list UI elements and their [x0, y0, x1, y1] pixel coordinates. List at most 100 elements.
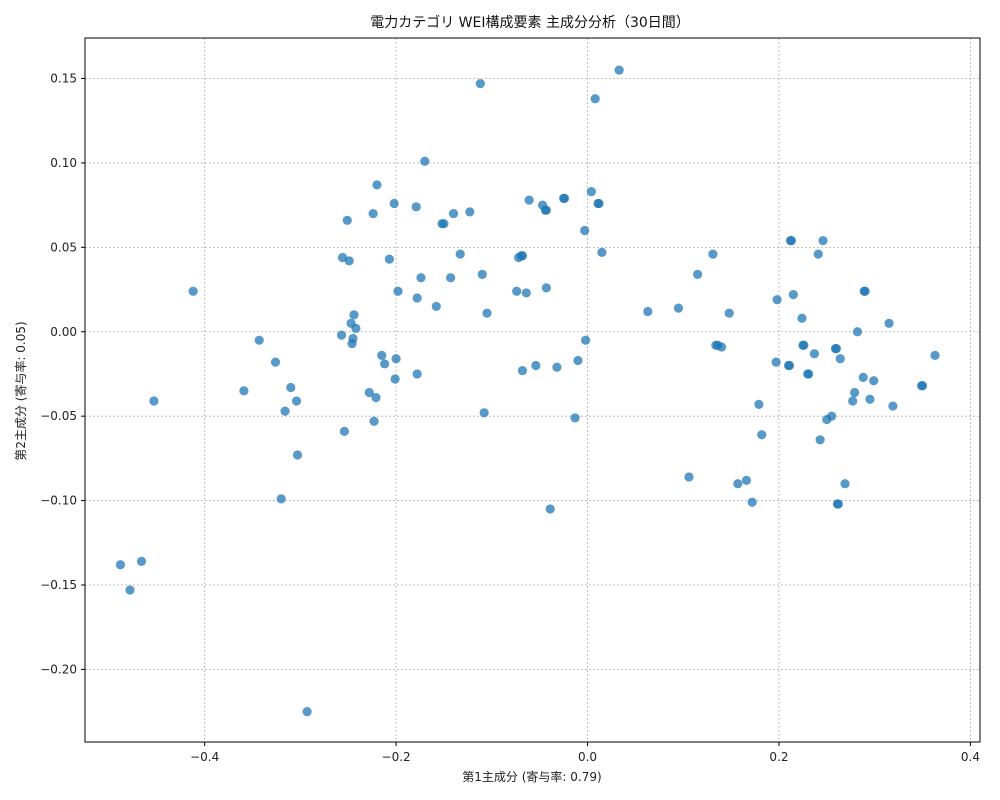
x-tick-label: −0.2: [382, 750, 411, 764]
scatter-point: [772, 295, 782, 305]
scatter-point: [239, 386, 249, 396]
scatter-point: [541, 205, 551, 215]
scatter-point: [390, 374, 400, 384]
scatter-point: [391, 354, 401, 364]
scatter-point: [786, 235, 797, 246]
grid-lines: [85, 38, 980, 742]
y-tick-label: −0.05: [40, 409, 77, 423]
scatter-point: [369, 416, 379, 426]
scatter-point: [349, 310, 359, 320]
x-tick-label: 0.4: [961, 750, 980, 764]
scatter-point: [517, 251, 528, 261]
scatter-point: [439, 219, 449, 229]
x-tick-label: 0.0: [578, 750, 597, 764]
scatter-point: [809, 349, 820, 359]
data-points: [115, 65, 940, 717]
scatter-point: [368, 208, 378, 219]
scatter-point: [559, 193, 570, 203]
plot-area-frame: [84, 37, 981, 743]
scatter-point: [384, 254, 394, 264]
scatter-point: [784, 360, 795, 371]
scatter-point: [545, 504, 555, 514]
scatter-point: [380, 359, 390, 369]
scatter-point: [393, 286, 403, 296]
scatter-point: [348, 333, 358, 344]
scatter-point: [590, 94, 600, 104]
scatter-point: [747, 497, 757, 507]
y-tick-label: −0.15: [40, 578, 77, 592]
scatter-point: [465, 207, 475, 217]
y-axis-label: 第2主成分 (寄与率: 0.05): [13, 321, 28, 460]
scatter-point: [741, 475, 752, 485]
scatter-point: [115, 560, 126, 570]
scatter-point: [512, 286, 522, 296]
scatter-point: [815, 435, 825, 445]
scatter-point: [372, 180, 382, 190]
scatter-point: [416, 273, 426, 283]
scatter-point: [597, 247, 607, 258]
scatter-point: [643, 306, 653, 317]
y-tick-label: 0.00: [50, 325, 77, 339]
scatter-point: [455, 249, 465, 259]
scatter-point: [831, 344, 842, 354]
x-tick-label: 0.2: [769, 750, 788, 764]
y-tick-label: 0.10: [50, 156, 77, 170]
scatter-point: [865, 394, 875, 404]
scatter-point: [517, 365, 528, 376]
scatter-point: [136, 556, 147, 566]
scatter-point: [813, 249, 823, 259]
scatter-point: [420, 156, 430, 166]
scatter-point: [799, 340, 809, 350]
x-tick-label: −0.4: [190, 750, 219, 764]
scatter-point: [280, 406, 290, 416]
scatter-point: [479, 408, 489, 418]
scatter-point: [733, 479, 743, 489]
scatter-point: [302, 707, 312, 717]
scatter-point: [448, 208, 459, 219]
scatter-point: [818, 235, 828, 246]
scatter-point: [852, 327, 863, 337]
scatter-point: [917, 381, 928, 391]
scatter-point: [888, 401, 898, 411]
scatter-point: [930, 350, 940, 360]
scatter-point: [869, 376, 879, 386]
scatter-point: [431, 301, 441, 312]
scatter-point: [188, 286, 198, 296]
scatter-point: [835, 354, 845, 364]
scatter-point: [833, 499, 843, 509]
scatter-point: [412, 369, 422, 379]
scatter-point: [411, 202, 421, 212]
scatter-point: [412, 293, 422, 303]
scatter-point: [125, 585, 135, 595]
y-tick-label: 0.15: [50, 72, 77, 86]
scatter-point: [827, 411, 837, 421]
x-axis-label: 第1主成分 (寄与率: 0.79): [462, 769, 601, 784]
scatter-point: [860, 286, 870, 296]
scatter-point: [594, 198, 604, 209]
scatter-point: [270, 357, 281, 367]
scatter-point: [446, 273, 456, 283]
scatter-point: [788, 290, 798, 300]
scatter-point: [364, 387, 374, 398]
scatter-point: [276, 494, 286, 504]
scatter-point: [771, 357, 781, 367]
scatter-point: [531, 360, 541, 371]
scatter-point: [291, 396, 302, 406]
scatter-point: [673, 303, 684, 313]
y-axis-ticks: −0.20 −0.15 −0.10 −0.05 0.00 0.05 0.10 0.15: [40, 72, 85, 676]
scatter-point: [541, 283, 551, 293]
x-axis-ticks: −0.4 −0.2 0.0 0.2 0.4: [190, 742, 980, 764]
scatter-point: [884, 318, 894, 328]
scatter-point: [389, 198, 399, 209]
scatter-point: [850, 387, 860, 398]
scatter-point: [614, 65, 624, 75]
scatter-point: [757, 430, 767, 440]
scatter-point: [586, 187, 596, 197]
scatter-point: [371, 392, 381, 403]
scatter-point: [286, 382, 296, 393]
scatter-point: [693, 269, 703, 279]
scatter-point: [377, 350, 387, 360]
scatter-point: [708, 249, 718, 259]
scatter-point: [521, 288, 531, 298]
y-tick-label: −0.20: [40, 662, 77, 676]
